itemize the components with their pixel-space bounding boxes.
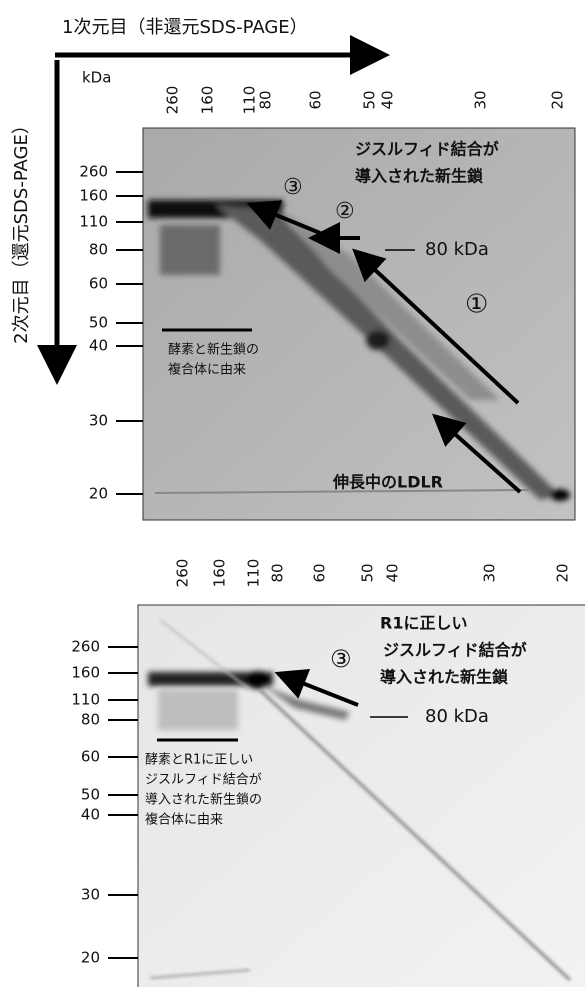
y-tick-label: 260 — [79, 163, 108, 181]
gel-image — [143, 128, 575, 520]
y-tick-label: 40 — [89, 337, 108, 355]
x-axis-title: 1次元目（非還元SDS-PAGE） — [62, 17, 308, 38]
annotation: 複合体に由来 — [145, 812, 223, 828]
annotation: ジスルフィド結合が — [145, 773, 262, 788]
y-tick-label: 80 — [81, 711, 100, 729]
annotation: 80 kDa — [425, 239, 489, 260]
annotation: 酵素とR1に正しい — [145, 753, 253, 768]
x-tick-label: 110 — [245, 559, 263, 588]
y-tick-label: 40 — [81, 806, 100, 824]
annotation: 複合体に由来 — [168, 362, 246, 378]
x-tick-label: 50 — [359, 563, 377, 582]
x-tick-label: 80 — [269, 563, 287, 582]
annotation: 導入された新生鎖の — [145, 792, 262, 808]
y-tick-label: 60 — [81, 748, 100, 766]
x-tick-label: 40 — [384, 563, 402, 582]
y-axis-title: 2次元目（還元SDS-PAGE） — [11, 116, 32, 344]
y-tick-label: 110 — [79, 213, 108, 231]
annotation: ① — [465, 290, 488, 320]
x-tick-label: 260 — [164, 86, 182, 115]
y-tick-label: 50 — [89, 314, 108, 332]
y-tick-label: 110 — [71, 691, 100, 709]
y-tick-label: 20 — [89, 485, 108, 503]
y-tick-label: 30 — [81, 886, 100, 904]
y-tick-label: 160 — [71, 664, 100, 682]
annotation: ③ — [283, 175, 303, 200]
y-tick-label: 30 — [89, 412, 108, 430]
annotation: ② — [335, 199, 355, 224]
x-tick-label: 60 — [311, 563, 329, 582]
annotation: R1に正しい — [380, 614, 467, 633]
figure: 1次元目（非還元SDS-PAGE） 2次元目（還元SDS-PAGE） kDa — [0, 0, 585, 987]
x-tick-label: 160 — [199, 86, 217, 115]
y-tick-label: 50 — [81, 786, 100, 804]
x-tick-label: 60 — [307, 90, 325, 109]
y-tick-label: 260 — [71, 638, 100, 656]
x-tick-label: 80 — [257, 90, 275, 109]
annotation: 伸長中のLDLR — [332, 473, 443, 492]
x-tick-label: 20 — [554, 563, 572, 582]
annotation: 導入された新生鎖 — [355, 167, 484, 186]
annotation: ジスルフィド結合が — [355, 140, 499, 159]
annotation: 導入された新生鎖 — [380, 668, 509, 687]
unit-label: kDa — [82, 69, 111, 87]
x-tick-label: 30 — [481, 563, 499, 582]
y-tick-label: 80 — [89, 241, 108, 259]
x-tick-label: 30 — [472, 90, 490, 109]
x-tick-label: 50 — [361, 90, 379, 109]
x-tick-label: 20 — [549, 90, 567, 109]
annotation: ③ — [330, 645, 352, 673]
annotation: 80 kDa — [425, 706, 489, 727]
y-tick-label: 60 — [89, 275, 108, 293]
x-tick-label: 40 — [379, 90, 397, 109]
y-tick-label: 160 — [79, 187, 108, 205]
annotation: 酵素と新生鎖の — [168, 342, 259, 358]
y-tick-label: 20 — [81, 949, 100, 967]
x-tick-label: 260 — [174, 559, 192, 588]
x-tick-label: 160 — [211, 559, 229, 588]
annotation: ジスルフィド結合が — [383, 641, 527, 660]
